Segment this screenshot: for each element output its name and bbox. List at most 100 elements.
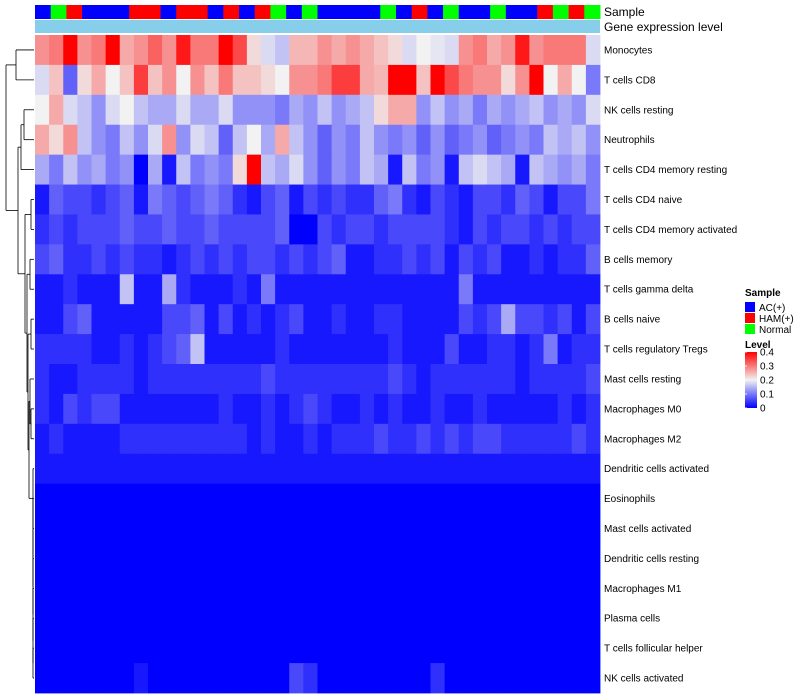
heatmap-cell — [77, 603, 92, 634]
heatmap-cell — [374, 364, 389, 395]
heatmap-cell — [487, 603, 502, 634]
heatmap-cell — [458, 274, 474, 305]
heatmap-cell — [275, 35, 290, 66]
heatmap-cell — [515, 513, 530, 544]
heatmap-cell — [359, 483, 375, 514]
heatmap-cell — [119, 423, 135, 455]
heatmap-cell — [416, 603, 431, 634]
heatmap-cell — [317, 513, 333, 544]
row-label: Monocytes — [604, 45, 652, 56]
heatmap-cell — [162, 633, 177, 664]
sample-annotation-cell — [333, 5, 350, 19]
heatmap-cell — [261, 573, 276, 604]
heatmap-cell — [345, 94, 361, 126]
heatmap-cell — [133, 423, 149, 455]
heatmap-cell — [374, 423, 389, 455]
heatmap-cell — [317, 304, 333, 335]
heatmap-cell — [444, 483, 460, 514]
heatmap-cell — [119, 483, 135, 514]
heatmap-cell — [388, 603, 403, 634]
heatmap-cell — [148, 274, 163, 305]
heatmap-cell — [190, 663, 205, 694]
heatmap-cell — [557, 244, 573, 275]
heatmap-cell — [119, 244, 135, 275]
heatmap-cell — [515, 274, 530, 305]
heatmap-cell — [303, 573, 318, 604]
sample-annotation-cell — [239, 5, 256, 19]
heatmap-cell — [190, 244, 205, 275]
heatmap-cell — [416, 513, 431, 544]
heatmap-cell — [232, 64, 248, 96]
heatmap-cell — [303, 483, 318, 514]
heatmap-cell — [331, 663, 347, 694]
heatmap-cell — [585, 35, 601, 66]
heatmap-cell — [232, 393, 248, 425]
heatmap-cell — [529, 94, 544, 126]
row-labels: Monocytes T cells CD8 NK cells resting Neut… — [604, 45, 737, 684]
heatmap-cell — [458, 513, 474, 544]
heatmap-cell — [105, 423, 121, 455]
heatmap-cell — [345, 453, 361, 485]
heatmap-cell — [77, 154, 92, 185]
heatmap-cell — [444, 35, 460, 66]
legend-level-colorbar — [745, 352, 757, 408]
heatmap-cell — [105, 64, 121, 96]
heatmap-cell — [529, 573, 544, 604]
heatmap-cell — [218, 513, 234, 544]
heatmap-cell — [176, 304, 191, 335]
heatmap-cell — [204, 453, 220, 485]
heatmap-cell — [63, 64, 78, 96]
heatmap-cell — [402, 274, 417, 305]
heatmap-cell — [444, 274, 460, 305]
heatmap-cell — [261, 633, 276, 664]
heatmap-cell — [388, 364, 403, 395]
heatmap-cell — [585, 603, 601, 634]
legend-level-tick-label: 0.2 — [760, 376, 774, 387]
heatmap-cell — [246, 124, 262, 156]
heatmap-cell — [162, 64, 177, 96]
heatmap-cell — [261, 304, 276, 335]
heatmap-cell — [190, 603, 205, 634]
heatmap-cell — [345, 393, 361, 425]
heatmap-cell — [557, 94, 573, 126]
heatmap-cell — [585, 633, 601, 664]
heatmap-cell — [218, 603, 234, 634]
heatmap-cell — [571, 453, 587, 485]
heatmap-cell — [402, 334, 417, 365]
heatmap-cell — [416, 633, 431, 664]
heatmap-cell — [331, 214, 347, 245]
heatmap-cell — [162, 543, 177, 574]
heatmap-cell — [218, 573, 234, 604]
heatmap-cell — [204, 64, 220, 96]
sample-annotation-cell — [395, 5, 413, 19]
heatmap-cell — [331, 393, 347, 425]
heatmap-cell — [501, 573, 516, 604]
heatmap-cell — [105, 364, 121, 395]
sample-annotation-track — [35, 5, 601, 19]
legend: Sample AC(+)HAM(+)Normal Level 0.4 0.3 0.2… — [745, 288, 794, 415]
heatmap-cell — [232, 453, 248, 485]
heatmap-cell — [331, 35, 347, 66]
heatmap-cell — [63, 124, 78, 156]
heatmap-cell — [359, 35, 375, 66]
heatmap-cell — [515, 633, 530, 664]
row-label: B cells naive — [604, 315, 661, 326]
heatmap-cell — [91, 453, 107, 485]
heatmap-cell — [585, 393, 601, 425]
sample-annotation-cell — [364, 5, 381, 19]
legend-sample-swatch — [745, 313, 755, 323]
heatmap-cell — [557, 184, 573, 215]
heatmap-cell — [63, 663, 78, 694]
heatmap-cell — [91, 154, 107, 185]
heatmap-cell — [416, 393, 431, 425]
heatmap-cell — [289, 633, 304, 664]
heatmap-cell — [416, 483, 431, 514]
heatmap-cell — [487, 633, 502, 664]
heatmap-cell — [430, 184, 446, 215]
heatmap-cell — [359, 603, 375, 634]
heatmap-cell — [303, 124, 318, 156]
heatmap-cell — [303, 214, 318, 245]
heatmap-cell — [49, 35, 64, 66]
heatmap-cell — [374, 543, 389, 574]
heatmap-cell — [571, 274, 587, 305]
